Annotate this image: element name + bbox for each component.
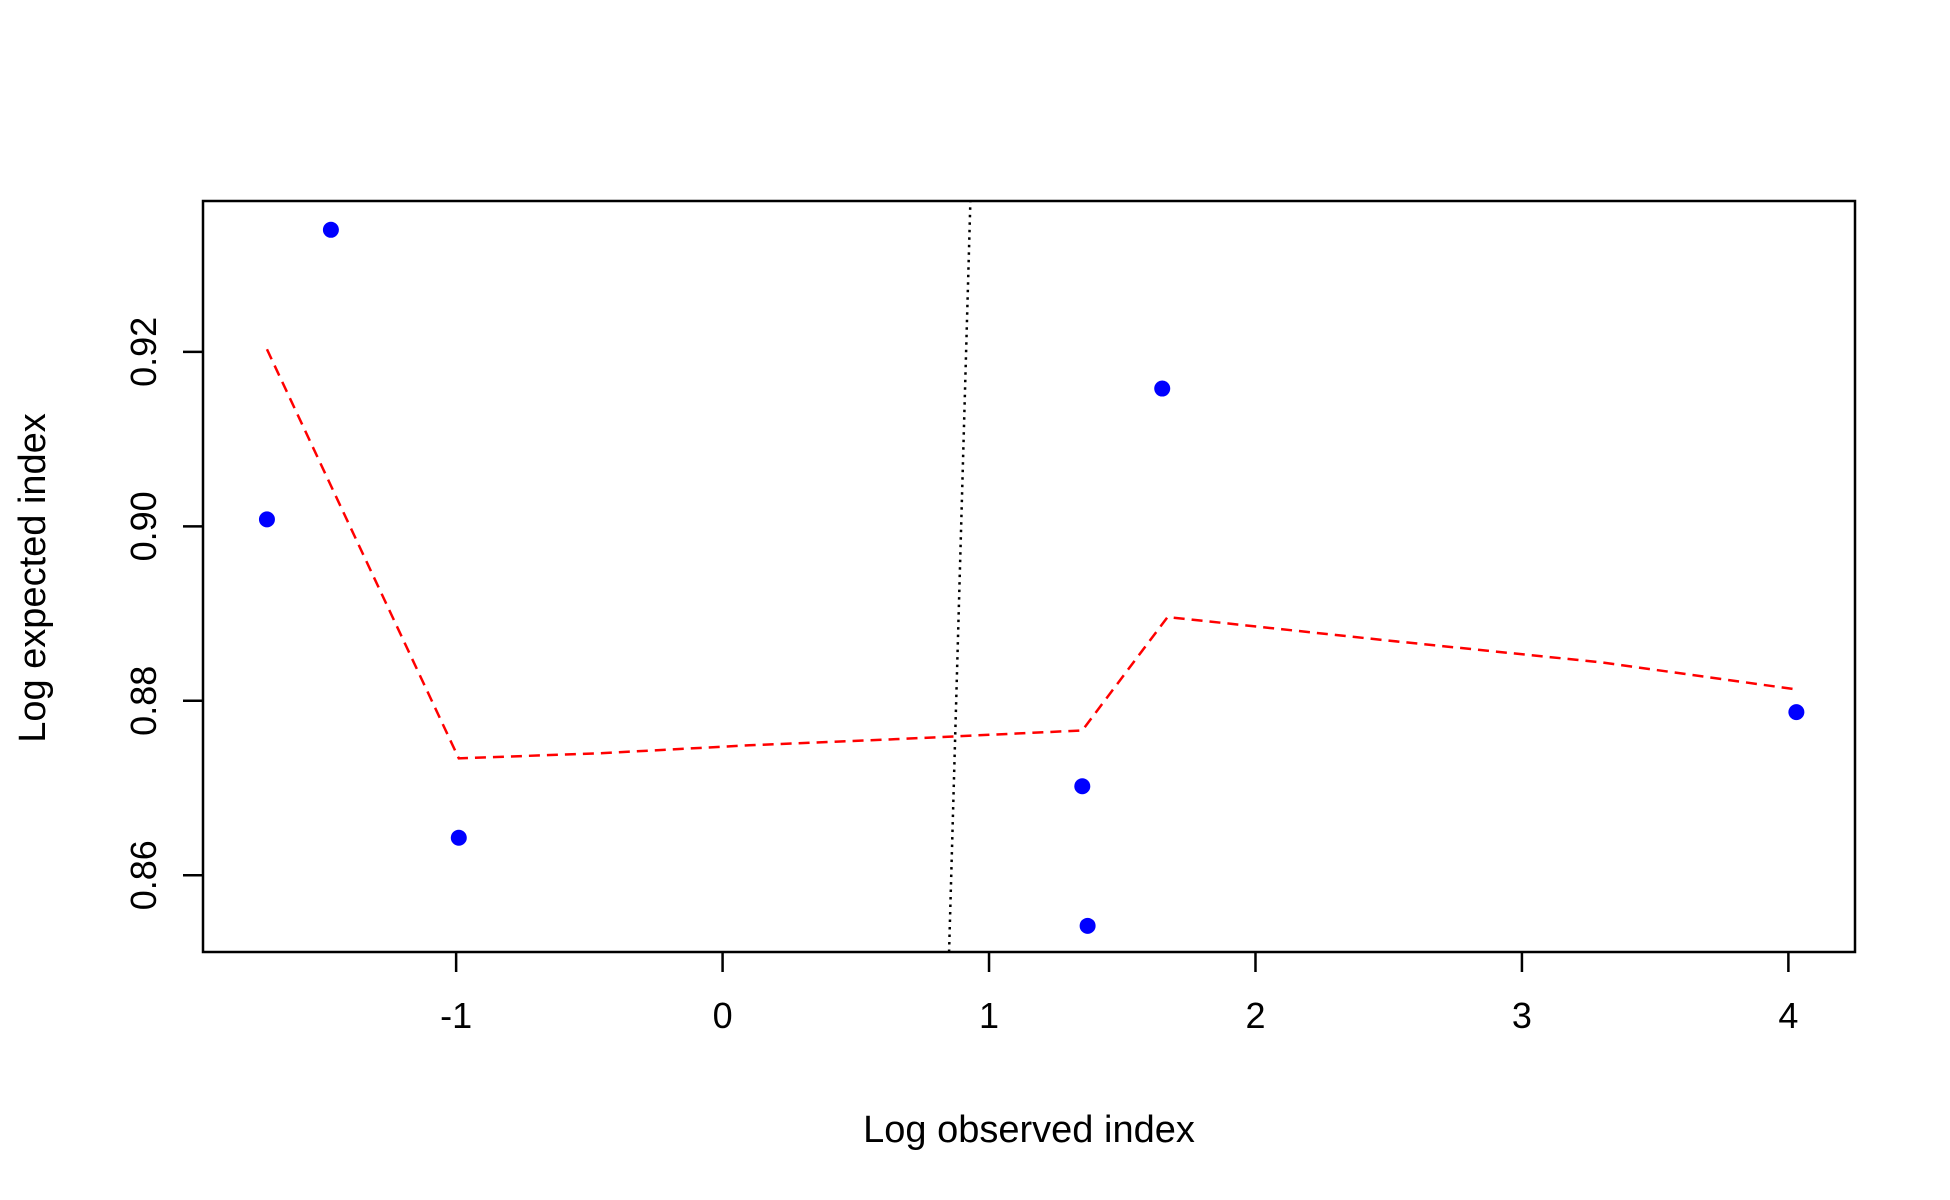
y-tick-label: 0.92	[123, 317, 164, 387]
x-axis: -1 0 1 2 3 4	[440, 952, 1798, 1036]
y-axis: 0.86 0.88 0.90 0.92	[123, 317, 203, 910]
y-axis-title: Log expected index	[12, 413, 54, 743]
smooth-line-group	[265, 348, 1797, 760]
reference-line-group	[947, 200, 972, 953]
points-group	[258, 221, 1805, 934]
x-tick-label: -1	[440, 995, 472, 1036]
data-point	[1788, 704, 1805, 721]
reference-line	[947, 200, 972, 953]
x-tick-label: 3	[1512, 995, 1532, 1036]
data-point	[1079, 917, 1096, 934]
smooth-line	[265, 348, 1797, 760]
x-tick-label: 0	[713, 995, 733, 1036]
x-tick-label: 2	[1245, 995, 1265, 1036]
plot-frame	[201, 199, 1857, 954]
y-tick-label: 0.88	[123, 666, 164, 736]
data-point	[450, 829, 467, 846]
x-tick-label: 1	[979, 995, 999, 1036]
data-point	[1074, 778, 1091, 795]
y-tick-label: 0.86	[123, 840, 164, 910]
x-tick-label: 4	[1778, 995, 1798, 1036]
data-point	[322, 221, 339, 238]
x-axis-title: Log observed index	[863, 1109, 1195, 1151]
y-tick-label: 0.90	[123, 491, 164, 561]
data-point	[1154, 380, 1171, 397]
data-point	[258, 511, 275, 528]
